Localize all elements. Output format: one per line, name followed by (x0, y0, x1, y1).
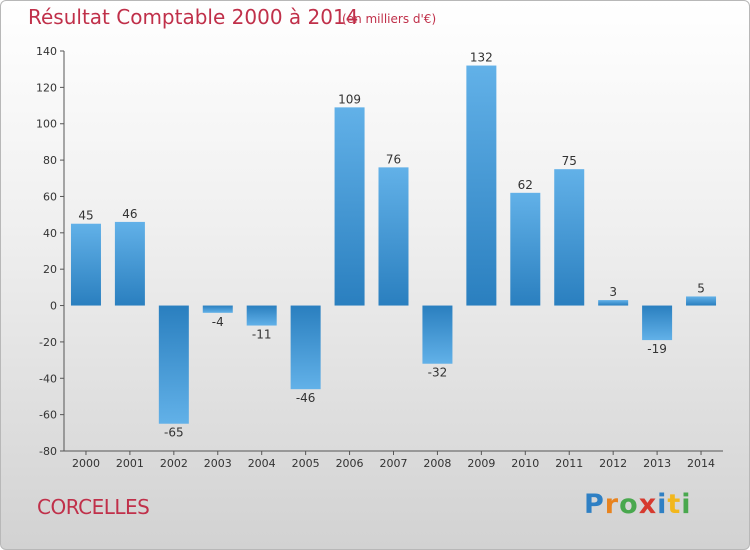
y-tick-label: -80 (39, 445, 57, 458)
x-tick-label: 2006 (336, 457, 364, 470)
bar (378, 167, 409, 306)
bar (642, 305, 673, 341)
y-tick-label: -20 (39, 336, 57, 349)
bar (422, 305, 453, 364)
data-label: 45 (78, 209, 93, 223)
chart-title: Résultat Comptable 2000 à 2014 (28, 5, 359, 29)
bar (114, 221, 145, 306)
x-tick-label: 2002 (160, 457, 188, 470)
bar (290, 305, 321, 390)
x-tick-label: 2005 (292, 457, 320, 470)
brand-letter: i (657, 489, 668, 520)
y-tick-label: 80 (43, 154, 57, 167)
y-tick-label: 0 (50, 300, 57, 313)
bar (598, 300, 629, 306)
bar (158, 305, 189, 424)
y-tick-label: 100 (36, 118, 57, 131)
data-label: 62 (518, 178, 533, 192)
brand-letter: i (681, 489, 692, 520)
x-tick-label: 2010 (511, 457, 539, 470)
x-tick-label: 2011 (555, 457, 583, 470)
bar (554, 169, 585, 306)
y-tick-label: -60 (39, 409, 57, 422)
bar (202, 305, 233, 313)
data-label: 75 (562, 154, 577, 168)
data-label: -11 (252, 328, 272, 342)
data-label: -4 (212, 315, 224, 329)
bar (246, 305, 277, 326)
data-label: 5 (697, 281, 705, 295)
data-label: 132 (470, 51, 493, 65)
data-label: 3 (609, 285, 617, 299)
commune-name: CORCELLES (37, 495, 150, 519)
bar (70, 223, 101, 306)
brand-letter: o (619, 489, 639, 520)
brand-letter: x (638, 489, 658, 520)
x-tick-label: 2000 (72, 457, 100, 470)
data-label: -32 (428, 366, 448, 380)
y-tick-label: 140 (36, 45, 57, 58)
brand-letter: t (667, 489, 682, 520)
y-tick-label: 120 (36, 81, 57, 94)
brand-letter: P (584, 489, 605, 520)
y-tick-label: 60 (43, 190, 57, 203)
bar (686, 296, 717, 306)
data-label: 109 (338, 92, 361, 106)
proxiti-logo: Proxiti (584, 489, 692, 520)
y-tick-label: 40 (43, 227, 57, 240)
x-tick-label: 2012 (599, 457, 627, 470)
x-tick-label: 2013 (643, 457, 671, 470)
data-label: -19 (647, 342, 667, 356)
chart-subtitle: (en milliers d'€) (342, 12, 437, 26)
bar (510, 192, 541, 306)
bar (466, 65, 497, 306)
data-label: 76 (386, 152, 401, 166)
data-label: -46 (296, 391, 316, 405)
bar (334, 107, 365, 306)
x-tick-label: 2009 (467, 457, 495, 470)
brand-letter: r (604, 489, 620, 520)
data-label: 46 (122, 207, 137, 221)
x-tick-label: 2003 (204, 457, 232, 470)
x-tick-label: 2007 (380, 457, 408, 470)
y-tick-label: 20 (43, 263, 57, 276)
x-tick-label: 2004 (248, 457, 276, 470)
x-tick-label: 2014 (687, 457, 715, 470)
y-tick-label: -40 (39, 372, 57, 385)
data-label: -65 (164, 426, 184, 440)
x-tick-label: 2001 (116, 457, 144, 470)
x-tick-label: 2008 (423, 457, 451, 470)
